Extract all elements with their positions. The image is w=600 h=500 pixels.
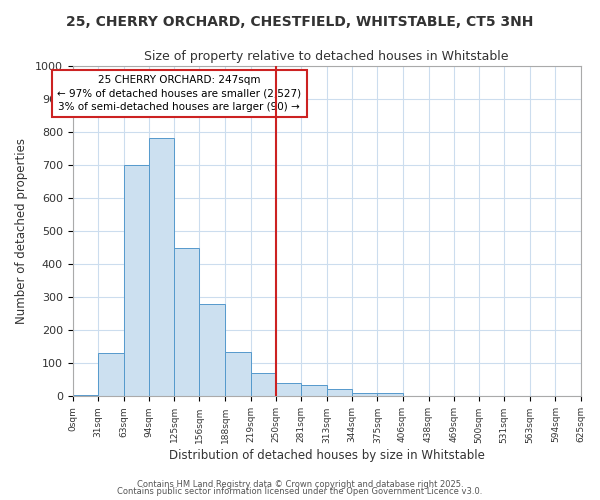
Bar xyxy=(73,395,98,396)
Bar xyxy=(174,248,199,396)
Title: Size of property relative to detached houses in Whitstable: Size of property relative to detached ho… xyxy=(145,50,509,63)
X-axis label: Distribution of detached houses by size in Whitstable: Distribution of detached houses by size … xyxy=(169,450,485,462)
Bar xyxy=(124,165,149,396)
Bar xyxy=(226,352,251,397)
Text: 25 CHERRY ORCHARD: 247sqm
← 97% of detached houses are smaller (2,527)
3% of sem: 25 CHERRY ORCHARD: 247sqm ← 97% of detac… xyxy=(57,76,301,112)
Bar xyxy=(327,389,352,396)
Bar xyxy=(149,138,174,396)
Bar xyxy=(276,382,301,396)
Bar xyxy=(377,393,403,396)
Y-axis label: Number of detached properties: Number of detached properties xyxy=(15,138,28,324)
Bar xyxy=(251,374,276,396)
Text: Contains public sector information licensed under the Open Government Licence v3: Contains public sector information licen… xyxy=(118,487,482,496)
Bar xyxy=(301,385,327,396)
Text: Contains HM Land Registry data © Crown copyright and database right 2025.: Contains HM Land Registry data © Crown c… xyxy=(137,480,463,489)
Bar xyxy=(352,393,377,396)
Text: 25, CHERRY ORCHARD, CHESTFIELD, WHITSTABLE, CT5 3NH: 25, CHERRY ORCHARD, CHESTFIELD, WHITSTAB… xyxy=(67,15,533,29)
Bar xyxy=(98,354,124,397)
Bar xyxy=(199,304,226,396)
